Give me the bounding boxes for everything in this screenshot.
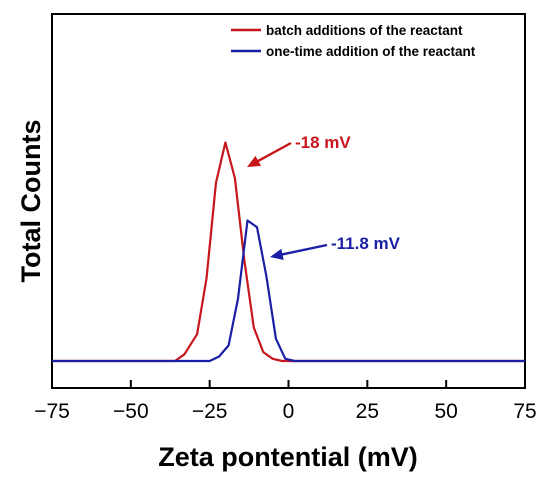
x-axis-title: Zeta pontential (mV) <box>158 442 418 472</box>
legend: batch additions of the reactant one-time … <box>231 23 476 59</box>
series-line-2 <box>52 219 525 363</box>
x-tick-label: −75 <box>34 400 70 423</box>
series-line-1 <box>52 141 525 363</box>
annotation-arrowhead <box>247 155 261 167</box>
x-tick-label: 0 <box>283 400 295 423</box>
annotation-layer: -18 mV -11.8 mV <box>247 133 401 260</box>
annotation-arrow-shaft <box>256 141 292 163</box>
x-tick-label: −25 <box>192 400 228 423</box>
x-tick-label: 75 <box>513 400 536 423</box>
x-tick-label: 25 <box>356 400 379 423</box>
legend-label: batch additions of the reactant <box>266 23 463 38</box>
x-tick-label: 50 <box>434 400 457 423</box>
annotation-label: -18 mV <box>295 133 351 152</box>
series-layer <box>52 141 525 363</box>
annotation-arrowhead <box>270 248 284 260</box>
plot-frame <box>51 13 526 389</box>
annotation-arrow-shaft <box>280 243 328 256</box>
annotation-label: -11.8 mV <box>331 234 401 253</box>
legend-label: one-time addition of the reactant <box>266 44 476 59</box>
x-tick-label: −50 <box>113 400 149 423</box>
x-axis: −75 −50 −25 0 25 50 75 <box>34 380 537 423</box>
y-axis-title: Total Counts <box>16 120 46 283</box>
